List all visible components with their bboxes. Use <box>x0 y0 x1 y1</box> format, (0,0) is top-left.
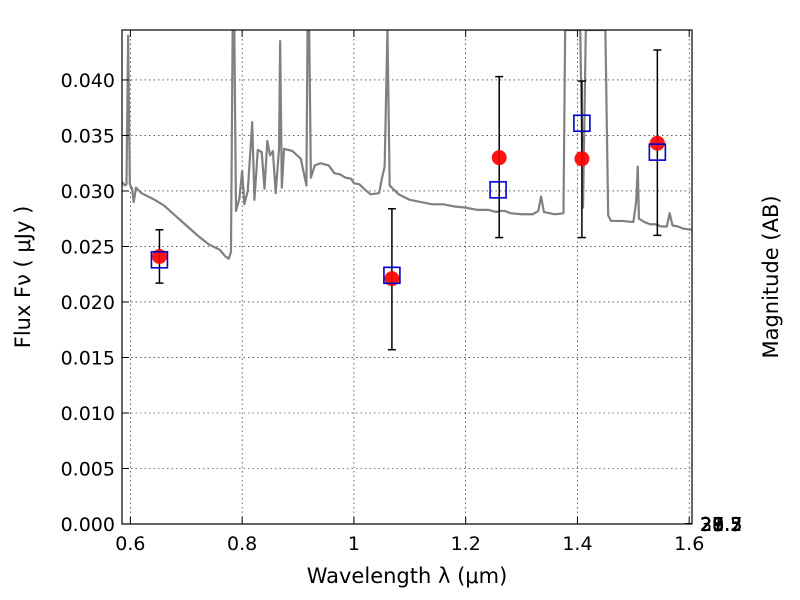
y-axis-title: Flux Fν ( μJy ) <box>11 206 35 349</box>
right-tick-label: 30 <box>700 514 724 536</box>
y-tick-label: 0.025 <box>61 236 115 258</box>
x-tick-label: 0.8 <box>227 533 257 555</box>
model-photometry-point <box>648 143 667 161</box>
y-tick-label: 0.020 <box>61 292 115 314</box>
plot-frame <box>121 29 693 525</box>
ticks: 0.6 0.8 1 1.2 1.4 1.6 0.000 0.005 0.010 0.015 0.02… <box>61 30 742 555</box>
right-tick-label: 27.7 <box>700 514 742 536</box>
observed-point <box>384 271 400 287</box>
y-tick-label: 0.005 <box>61 458 115 480</box>
y-tick-label: 0.030 <box>61 181 115 203</box>
x-axis-title: Wavelength λ (μm) <box>307 564 508 588</box>
right-tick-label: 27.3 <box>700 514 742 536</box>
x-tick-label: 1.6 <box>674 533 704 555</box>
data-layer <box>122 30 692 351</box>
right-tick-label: 28.2 <box>700 514 742 536</box>
x-tick-label: 1.2 <box>451 533 481 555</box>
right-tick-label: 29 <box>700 514 724 536</box>
model-photometry-point <box>573 114 591 133</box>
right-tick-label: 28 <box>700 514 724 536</box>
y-tick-label: 0.035 <box>61 125 115 147</box>
right-tick-label: 31 <box>700 514 724 536</box>
right-tick-label: 28.5 <box>700 514 742 536</box>
right-tick-label: 29.5 <box>700 514 742 536</box>
right-axis-title: Magnitude (AB) <box>759 195 783 358</box>
right-tick-label: 27.5 <box>700 514 742 536</box>
x-tick-label: 1 <box>348 533 360 555</box>
y-tick-label: 0.010 <box>61 403 115 425</box>
observed-point <box>491 150 507 166</box>
x-tick-label: 1.4 <box>562 533 592 555</box>
observed-point <box>151 248 167 264</box>
y-tick-label: 0.000 <box>61 514 115 536</box>
observed-point <box>649 135 665 151</box>
model-photometry-point <box>150 250 169 269</box>
y-tick-label: 0.040 <box>61 70 115 92</box>
y-tick-label: 0.015 <box>61 347 115 369</box>
model-photometry-point <box>383 266 401 285</box>
x-tick-label: 0.6 <box>115 533 145 555</box>
spectrum-line <box>122 30 692 260</box>
model-photometry-point <box>489 181 507 199</box>
observed-point <box>574 151 590 167</box>
